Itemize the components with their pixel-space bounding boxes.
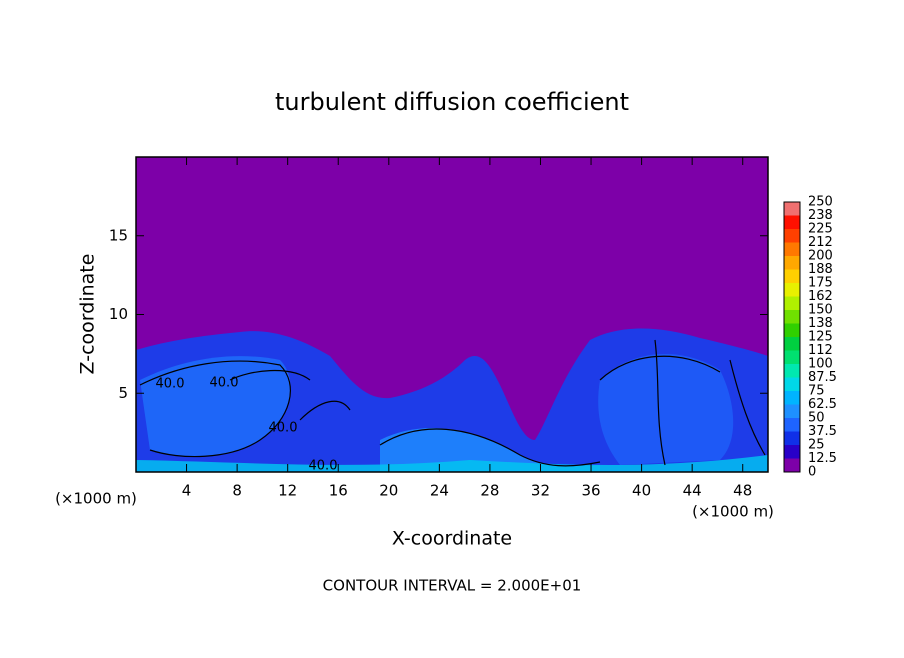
colorbar-label: 100	[808, 357, 833, 372]
colorbar-swatch	[784, 229, 800, 243]
colorbar-label: 250	[808, 195, 833, 210]
colorbar-label: 162	[808, 289, 833, 304]
colorbar-swatch	[784, 323, 800, 337]
x-tick-label: 40	[632, 482, 651, 500]
colorbar-label: 212	[808, 235, 833, 250]
colorbar-swatch	[784, 202, 800, 216]
x-tick-label: 48	[733, 482, 752, 500]
colorbar-label: 0	[808, 465, 816, 480]
x-tick-label: 24	[430, 482, 449, 500]
x-tick-label: 28	[480, 482, 499, 500]
colorbar-label: 87.5	[808, 370, 837, 385]
colorbar-swatch	[784, 256, 800, 270]
contour-label: 40.0	[269, 421, 298, 436]
field	[136, 157, 768, 472]
x-tick-label: 16	[329, 482, 348, 500]
x-tick-label: 44	[683, 482, 702, 500]
field-region	[380, 428, 600, 472]
colorbar-swatch	[784, 296, 800, 310]
y-tick-label: 10	[109, 305, 128, 323]
y-tick-label: 15	[109, 226, 128, 244]
colorbar-label: 238	[808, 208, 833, 223]
colorbar-label: 175	[808, 276, 833, 291]
y-tick-label: 5	[118, 384, 128, 402]
colorbar-frame	[783, 201, 801, 473]
colorbar-swatch	[784, 377, 800, 391]
footnote: CONTOUR INTERVAL = 2.000E+01	[323, 577, 582, 595]
x-tick-label: 32	[531, 482, 550, 500]
colorbar-label: 150	[808, 303, 833, 318]
contour-label: 40.0	[210, 376, 239, 391]
colorbar-swatch	[784, 391, 800, 405]
colorbar-swatch	[784, 310, 800, 324]
colorbar-label: 25	[808, 438, 825, 453]
x-unit-label: (×1000 m)	[692, 503, 774, 521]
x-tick-label: 8	[232, 482, 242, 500]
x-unit-label: (×1000 m)	[55, 490, 137, 508]
chart-title: turbulent diffusion coefficient	[275, 88, 629, 116]
field-region	[598, 353, 734, 465]
colorbar-label: 225	[808, 222, 833, 237]
colorbar-swatch	[784, 350, 800, 364]
contour-label: 40.0	[156, 377, 185, 392]
field-region	[136, 455, 768, 472]
colorbar-swatch	[784, 215, 800, 229]
x-axis-label: X-coordinate	[392, 528, 512, 550]
colorbar-label: 112	[808, 343, 833, 358]
contour-label: 40.0	[309, 459, 338, 474]
y-axis-label: Z-coordinate	[77, 254, 99, 375]
x-tick-label: 36	[581, 482, 600, 500]
colorbar-swatch	[784, 431, 800, 445]
colorbar-label: 62.5	[808, 397, 837, 412]
x-tick-label: 12	[278, 482, 297, 500]
colorbar-swatch	[784, 418, 800, 432]
colorbar-label: 12.5	[808, 451, 837, 466]
x-tick-label: 20	[379, 482, 398, 500]
field-region	[140, 356, 291, 457]
colorbar-swatch	[784, 269, 800, 283]
colorbar-label: 50	[808, 411, 825, 426]
colorbar-label: 37.5	[808, 424, 837, 439]
colorbar-swatch	[784, 337, 800, 351]
colorbar-swatch	[784, 242, 800, 256]
colorbar-swatch	[784, 458, 800, 472]
colorbar-label: 200	[808, 249, 833, 264]
colorbar-swatch	[784, 364, 800, 378]
colorbar-label: 188	[808, 262, 833, 277]
colorbar-label: 138	[808, 316, 833, 331]
colorbar-swatch	[784, 404, 800, 418]
colorbar-swatch	[784, 445, 800, 459]
colorbar-label: 75	[808, 384, 825, 399]
colorbar-swatch	[784, 283, 800, 297]
x-tick-label: 4	[182, 482, 192, 500]
colorbar-label: 125	[808, 330, 833, 345]
